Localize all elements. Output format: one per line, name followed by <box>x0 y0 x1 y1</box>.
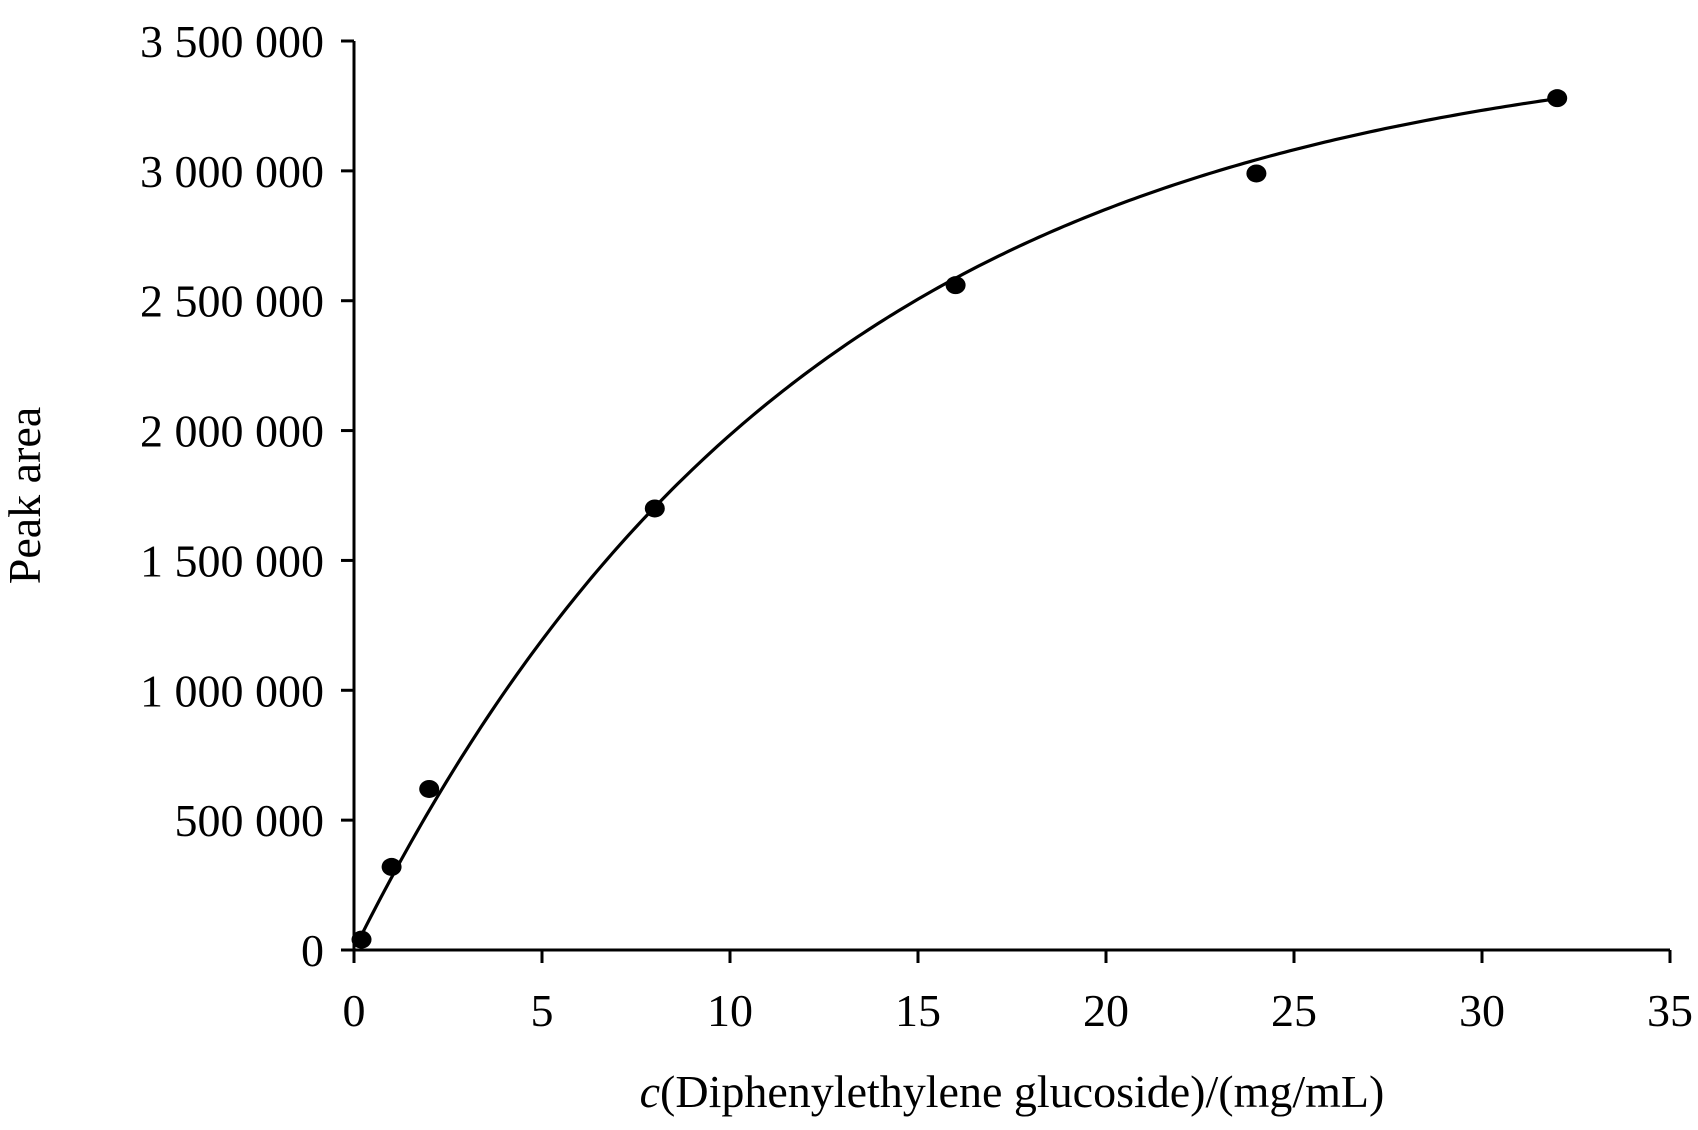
y-tick-label: 3 000 000 <box>140 146 324 197</box>
data-point <box>644 499 665 518</box>
data-point <box>1246 164 1267 183</box>
x-tick-label: 30 <box>1459 985 1505 1036</box>
y-tick-label: 2 000 000 <box>140 406 324 457</box>
x-tick-label: 20 <box>1083 985 1129 1036</box>
data-point <box>351 930 372 949</box>
x-ticks: 0 5 10 15 20 25 30 35 <box>343 950 1693 1036</box>
x-axis-title-variable: c <box>640 1066 660 1117</box>
x-axis-title-text: (Diphenylethylene glucoside)/(mg/mL) <box>660 1066 1384 1117</box>
data-point <box>381 857 402 876</box>
y-axis-title: Peak area <box>0 407 50 585</box>
x-tick-label: 0 <box>343 985 366 1036</box>
data-point <box>945 276 966 295</box>
x-tick-label: 10 <box>707 985 753 1036</box>
y-tick-label: 2 500 000 <box>140 276 324 327</box>
x-tick-label: 35 <box>1647 985 1693 1036</box>
x-axis-title: c(Diphenylethylene glucoside)/(mg/mL) <box>640 1066 1385 1117</box>
y-ticks: 0 500 000 1 000 000 1 500 000 2 000 000 2 500… <box>140 16 354 976</box>
data-points <box>351 89 1568 949</box>
x-tick-label: 15 <box>895 985 941 1036</box>
y-tick-label: 3 500 000 <box>140 16 324 67</box>
x-tick-label: 25 <box>1271 985 1317 1036</box>
y-tick-label: 1 500 000 <box>140 535 324 586</box>
y-tick-label: 0 <box>301 925 324 976</box>
x-tick-label: 5 <box>531 985 554 1036</box>
data-point <box>419 779 440 798</box>
data-point <box>1547 89 1568 108</box>
fit-curve <box>354 96 1562 947</box>
y-tick-label: 500 000 <box>175 795 325 846</box>
y-tick-label: 1 000 000 <box>140 665 324 716</box>
